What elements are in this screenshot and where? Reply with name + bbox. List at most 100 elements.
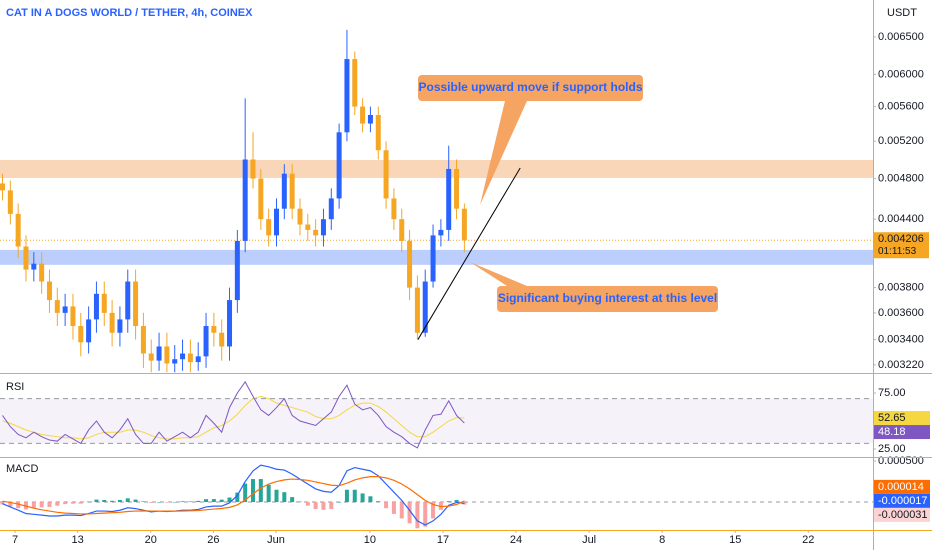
histogram-bar: [188, 501, 193, 503]
histogram-bar: [227, 497, 232, 503]
histogram-bar: [133, 499, 138, 503]
histogram-bar: [102, 499, 107, 503]
last-value-label: 52.65: [878, 412, 906, 424]
y-tick-label: 0.003600: [878, 307, 924, 319]
histogram-bar: [337, 502, 342, 503]
candle-body: [86, 319, 92, 343]
countdown-label: 01:11:53: [878, 246, 917, 257]
y-tick-label: 0.005600: [878, 100, 924, 112]
histogram-bar: [368, 496, 373, 503]
candle-body: [383, 150, 389, 199]
histogram-bar: [16, 502, 21, 509]
candle-body: [375, 114, 381, 151]
last-value-box: [874, 507, 930, 522]
histogram-bar: [196, 500, 201, 503]
candle-body: [164, 346, 170, 364]
histogram-bar: [47, 502, 52, 507]
candle-body: [93, 293, 99, 320]
candle-body: [399, 219, 405, 241]
histogram-bar: [55, 502, 60, 506]
candle-body: [195, 356, 201, 363]
histogram-bar: [31, 502, 36, 509]
candle-body: [305, 224, 311, 230]
histogram-bar: [141, 501, 146, 503]
macd-line: [2, 464, 465, 526]
candle-body: [352, 59, 358, 107]
histogram-bar: [391, 502, 396, 514]
last-value-label: -0.000031: [878, 509, 928, 521]
y-tick-label: 0.006000: [878, 68, 924, 80]
candle-body: [336, 132, 342, 199]
candle-body: [180, 353, 186, 360]
x-tick-label: Jul: [582, 534, 596, 546]
candle-body: [446, 168, 452, 230]
y-tick-label: 0.006500: [878, 31, 924, 43]
histogram-bar: [180, 501, 185, 503]
last-value-box: [874, 411, 930, 426]
price-zone: [0, 159, 873, 178]
y-tick-label: 0.003400: [878, 333, 924, 345]
histogram-bar: [313, 502, 318, 510]
candle-body: [258, 178, 264, 220]
histogram-bar: [8, 502, 13, 507]
histogram-bar: [266, 484, 271, 503]
histogram-bar: [86, 501, 91, 503]
candle-body: [211, 326, 217, 333]
candle-body: [344, 59, 350, 133]
candle-body: [328, 198, 334, 220]
candle-body: [234, 240, 240, 301]
histogram-bar: [63, 502, 68, 505]
rsi-line: [2, 380, 465, 449]
histogram-bar: [352, 489, 357, 503]
histogram-bar: [431, 502, 436, 519]
y-tick-label: 0.005200: [878, 135, 924, 147]
candle-body: [101, 293, 107, 313]
x-tick-label: 22: [802, 534, 814, 546]
last-value-label: 0.000014: [878, 481, 924, 493]
histogram-bar: [94, 499, 99, 503]
candle-body: [78, 326, 84, 343]
histogram-bar: [321, 502, 326, 510]
histogram-bar: [274, 489, 279, 503]
histogram-bar: [70, 502, 75, 504]
candle-body: [7, 190, 13, 214]
rsi-band: [0, 398, 873, 444]
candle-body: [203, 326, 209, 357]
candle-body: [407, 240, 413, 288]
candle-body: [156, 346, 162, 361]
x-tick-label: Jun: [267, 534, 285, 546]
candle-body: [250, 159, 256, 179]
histogram-bar: [297, 501, 302, 503]
histogram-bar: [125, 498, 130, 503]
candle-body: [454, 168, 460, 209]
histogram-bar: [117, 499, 122, 503]
candle-body: [297, 208, 303, 225]
histogram-bar: [110, 500, 115, 503]
last-value-box: [874, 479, 930, 494]
candle-body: [422, 281, 428, 333]
histogram-bar: [423, 502, 428, 527]
candle-body: [39, 263, 45, 282]
histogram-bar: [446, 501, 451, 503]
histogram-bar: [211, 499, 216, 503]
histogram-bar: [149, 502, 154, 503]
last-value-label: -0.000017: [878, 495, 928, 507]
callout-box: [497, 286, 718, 312]
histogram-bar: [235, 492, 240, 503]
candle-body: [117, 319, 123, 333]
candle-body: [242, 159, 248, 241]
histogram-bar: [290, 497, 295, 503]
histogram-bar: [329, 502, 334, 510]
y-tick-label: 0.003800: [878, 282, 924, 294]
histogram-bar: [172, 501, 177, 503]
histogram-bar: [219, 499, 224, 503]
x-tick-label: 15: [729, 534, 741, 546]
candle-body: [70, 306, 76, 327]
price-zone: [0, 249, 873, 265]
y-tick-label: 0.000500: [878, 455, 924, 467]
histogram-bar: [415, 502, 420, 529]
candle-body: [148, 353, 154, 361]
callout-pointer: [470, 262, 527, 286]
currency-unit: USDT: [887, 7, 917, 19]
x-tick-label: 13: [72, 534, 84, 546]
